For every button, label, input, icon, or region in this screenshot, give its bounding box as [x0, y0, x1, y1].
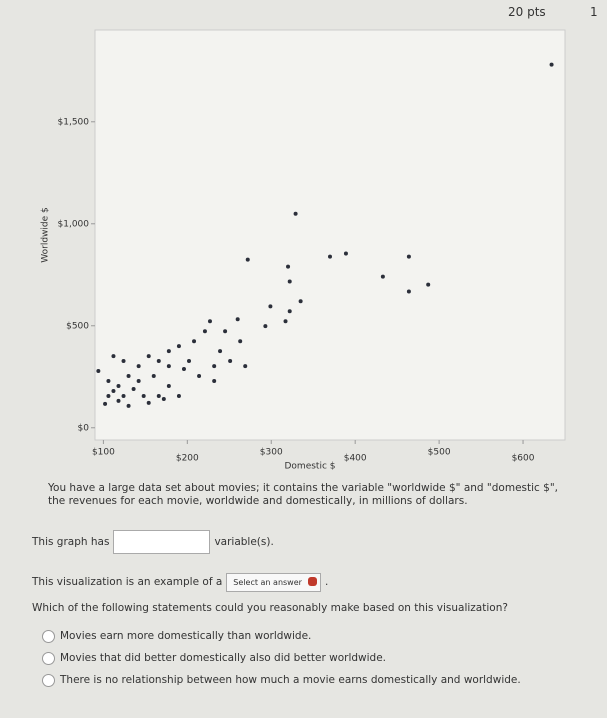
- point: [283, 319, 288, 324]
- x-tick-label: $200: [176, 454, 199, 464]
- point: [218, 349, 223, 354]
- point: [156, 359, 161, 364]
- option[interactable]: Movies earn more domestically than world…: [60, 630, 312, 642]
- point: [131, 387, 136, 392]
- radio[interactable]: [42, 674, 55, 687]
- point: [212, 379, 217, 384]
- points: 20 pts: [508, 5, 546, 19]
- point: [228, 359, 233, 364]
- option[interactable]: Movies that did better domestically also…: [60, 652, 386, 664]
- point: [287, 279, 292, 284]
- q2: This visualization is an example of a Sel…: [32, 573, 328, 592]
- q2-after: .: [324, 576, 329, 588]
- attempts: 1: [590, 5, 598, 19]
- radio[interactable]: [42, 652, 55, 665]
- radio[interactable]: [42, 630, 55, 643]
- point: [103, 401, 108, 406]
- point: [223, 329, 228, 334]
- point: [151, 373, 156, 378]
- y-axis-label: Worldwide $: [41, 207, 51, 263]
- point: [212, 364, 217, 369]
- point: [287, 309, 292, 314]
- point: [187, 359, 191, 364]
- select[interactable]: Select an answer: [226, 573, 321, 592]
- point: [181, 367, 186, 372]
- q2-before: This visualization is an example of a: [32, 576, 223, 588]
- point: [197, 373, 202, 378]
- point: [126, 373, 131, 378]
- point: [176, 393, 181, 398]
- point: [106, 393, 111, 398]
- point: [146, 400, 151, 405]
- point: [263, 324, 268, 329]
- point: [136, 379, 141, 384]
- point: [207, 319, 212, 324]
- x-axis-label: Domestic $: [285, 462, 336, 472]
- x-tick-label: $500: [428, 448, 451, 458]
- point: [202, 329, 207, 334]
- q3-prompt: Which of the following statements could …: [32, 602, 508, 614]
- point: [406, 289, 411, 294]
- point: [111, 354, 116, 359]
- intro: You have a large data set about movies; …: [48, 482, 558, 507]
- point: [126, 403, 131, 408]
- point: [343, 251, 348, 256]
- input-box[interactable]: [113, 530, 211, 554]
- point: [176, 344, 181, 349]
- point: [245, 257, 250, 262]
- point: [380, 274, 385, 279]
- point: [96, 369, 101, 374]
- point: [111, 389, 116, 394]
- point: [243, 364, 248, 369]
- point: [116, 383, 121, 388]
- point: [235, 317, 240, 322]
- point: [166, 364, 171, 369]
- y-tick-label: $0: [78, 423, 90, 433]
- option[interactable]: There is no relationship between how muc…: [60, 674, 521, 686]
- point: [121, 359, 126, 364]
- chart: Domestic $ Worldwide $ $0 $500 $1,000 $1,50…: [41, 29, 566, 472]
- point: [166, 349, 171, 354]
- point: [268, 304, 273, 309]
- point: [116, 398, 121, 403]
- point: [426, 282, 431, 287]
- plot-area: [94, 29, 566, 441]
- x-tick-label: $400: [344, 454, 367, 464]
- point: [238, 339, 243, 344]
- point: [406, 254, 411, 259]
- point: [156, 393, 161, 398]
- y-tick-label: $500: [66, 321, 89, 331]
- point: [293, 211, 298, 216]
- point: [192, 339, 197, 344]
- q1-before: This graph has: [32, 536, 110, 548]
- x-tick-label: $300: [260, 448, 283, 458]
- point: [121, 393, 126, 398]
- point: [161, 397, 166, 401]
- point: [136, 364, 141, 369]
- point: [106, 379, 111, 384]
- point: [298, 299, 303, 304]
- point: [328, 254, 332, 259]
- point: [146, 354, 151, 359]
- point: [166, 383, 171, 388]
- y-tick-label: $1,500: [58, 117, 90, 127]
- point: [141, 393, 146, 398]
- q1-after: variable(s).: [214, 536, 274, 548]
- x-tick-label: $100: [92, 448, 115, 458]
- point: [549, 62, 554, 67]
- x-tick-label: $600: [512, 454, 535, 464]
- q1: This graph has variable(s).: [32, 530, 274, 554]
- y-tick-label: $1,000: [58, 219, 90, 229]
- point: [286, 264, 291, 269]
